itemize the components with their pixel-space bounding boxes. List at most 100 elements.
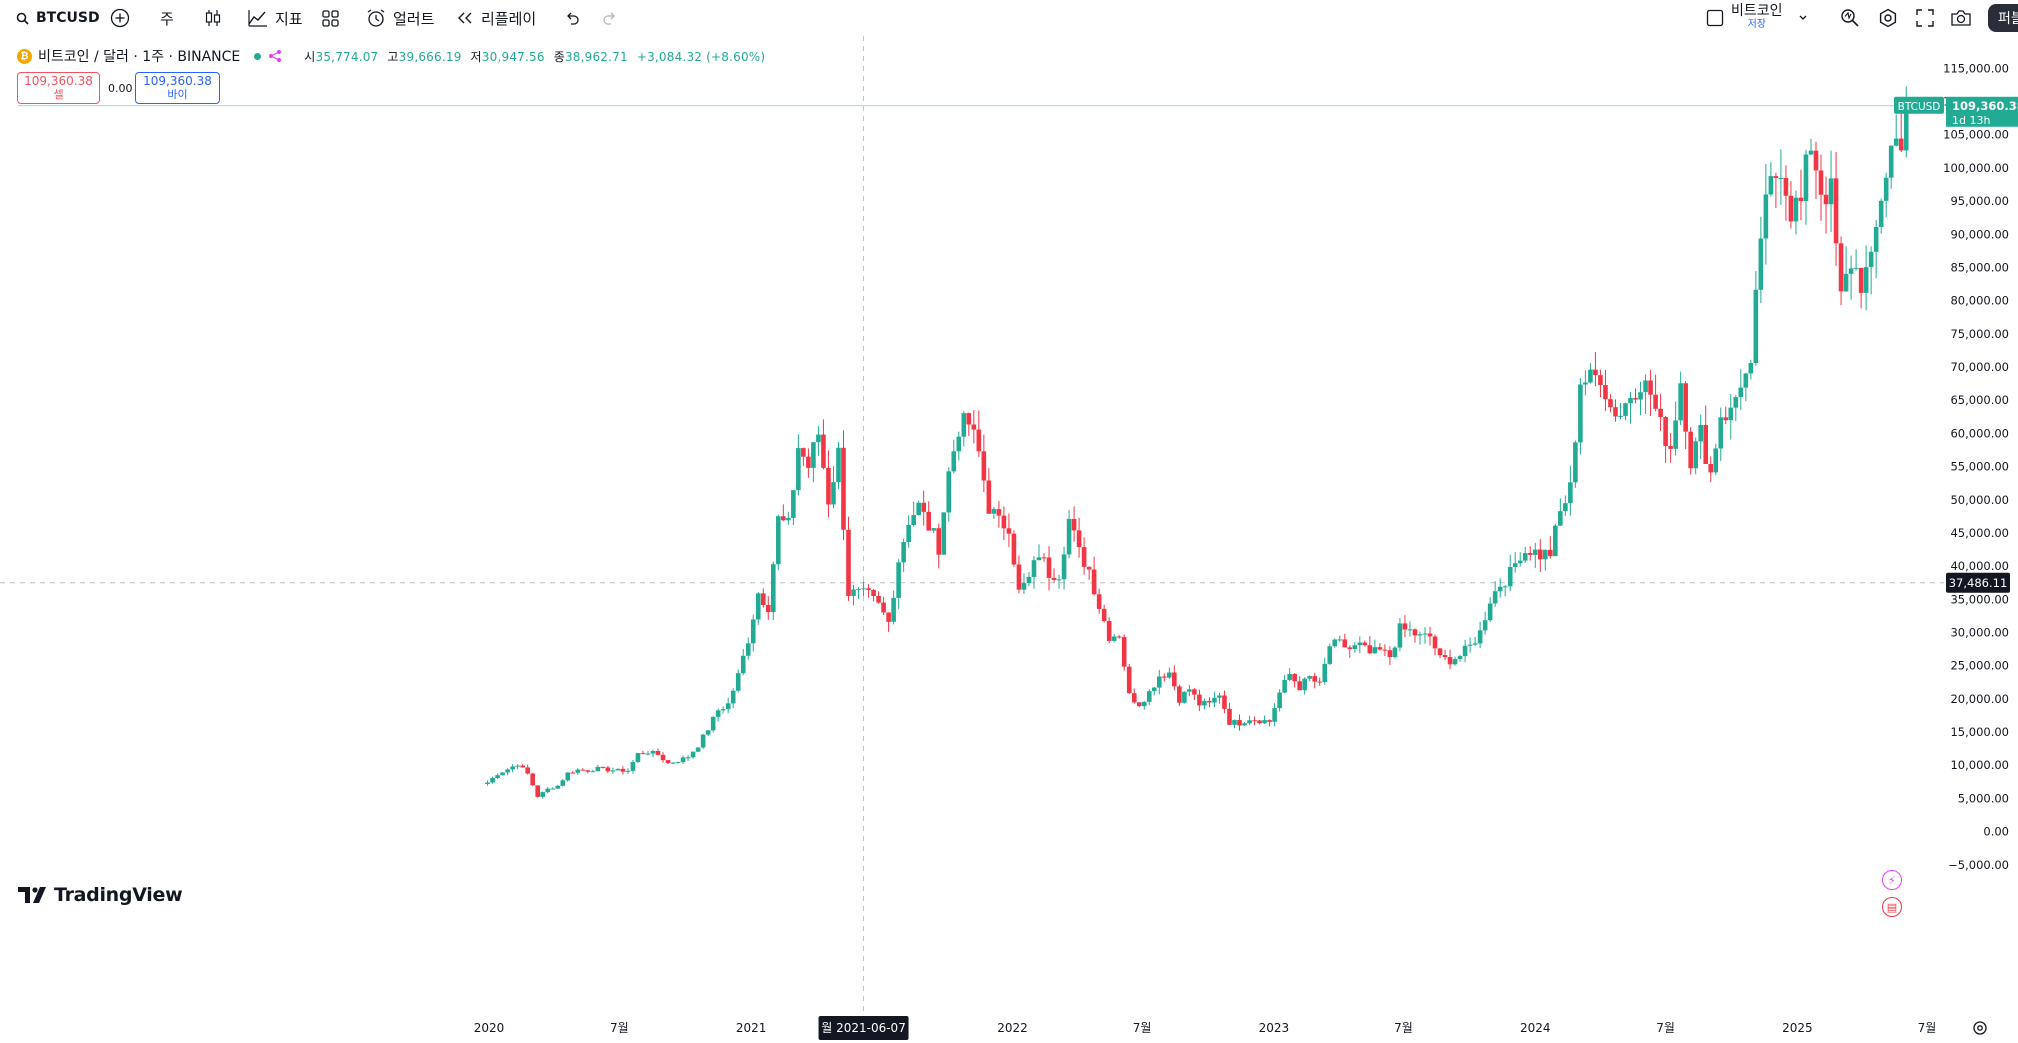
candle-body (520, 765, 525, 768)
alert-button[interactable]: 얼러트 (366, 0, 434, 36)
symbol-search-button[interactable]: BTCUSD (16, 0, 100, 36)
interval-button[interactable]: 주 (160, 0, 174, 36)
candle-body (660, 754, 666, 761)
candle-body (635, 753, 641, 763)
candle-body (1177, 686, 1182, 703)
candle-body (650, 751, 656, 754)
candle-body (1447, 657, 1453, 665)
candle-body (685, 757, 691, 759)
candle-body (1693, 441, 1698, 469)
candle-body (1522, 553, 1528, 561)
candle-body (1227, 708, 1232, 725)
candle-body (1422, 633, 1428, 635)
share-icon[interactable] (268, 49, 282, 63)
candle-body (1121, 637, 1127, 667)
candle-body (1623, 403, 1628, 416)
candle-body (1347, 647, 1353, 650)
candle-body (625, 770, 631, 772)
candle-body (996, 509, 1002, 516)
candle-body (1392, 647, 1398, 658)
candle-body (710, 716, 716, 731)
candle-body (1698, 424, 1704, 442)
y-tick-label: 35,000.00 (1950, 592, 2009, 606)
chart-badges: ⚡ ▤ (1882, 870, 1902, 924)
candle-body (1332, 639, 1338, 647)
y-tick-label: 55,000.00 (1950, 460, 2009, 474)
candle-body (1678, 383, 1683, 421)
candle-body (1788, 195, 1794, 222)
publish-button[interactable]: 퍼블 (1988, 4, 2018, 32)
tradingview-logo[interactable]: TradingView (18, 884, 183, 906)
time-axis[interactable]: 2020 7월 2021 2022 7월 2023 7월 2024 7월 2025 7월 (474, 1021, 1937, 1035)
candle-body (1828, 178, 1834, 205)
y-tick-label: 5,000.00 (1958, 791, 2009, 805)
open-label: 시 (304, 49, 316, 64)
candle-body (1402, 623, 1408, 630)
high-label: 고 (387, 49, 399, 64)
x-tick-label: 7월 (1133, 1021, 1152, 1035)
alarm-clock-icon (367, 9, 385, 27)
settings-button[interactable] (1878, 0, 1898, 36)
redo-button[interactable] (602, 0, 618, 36)
candle-body (1352, 645, 1358, 650)
price-axis[interactable]: −5,000.00 0.00 5,000.00 10,000.00 15,000.00 2… (1943, 61, 2009, 871)
chart-type-button[interactable] (204, 0, 222, 36)
candle-body (1377, 647, 1383, 650)
candle-body (1061, 554, 1067, 580)
layouts-grid-button[interactable] (322, 0, 339, 36)
candle-body (951, 451, 957, 472)
candle-body (695, 747, 701, 752)
candle-body (590, 771, 596, 773)
candle-body (781, 516, 786, 521)
candle-body (1653, 394, 1658, 409)
candle-body (1292, 674, 1297, 682)
candle-body (791, 490, 796, 518)
candle-body (640, 753, 646, 755)
price-chart[interactable]: −5,000.00 0.00 5,000.00 10,000.00 15,000.00 2… (0, 36, 2018, 1043)
candle-body (1031, 560, 1037, 577)
candle-body (821, 434, 826, 468)
candle-body (1056, 579, 1062, 581)
candle-body (776, 516, 781, 565)
candle-body (615, 768, 621, 771)
buy-button[interactable]: 109,360.38 바이 (135, 72, 220, 104)
high-value: 39,666.19 (398, 49, 462, 64)
candle-body (1397, 623, 1403, 648)
candle-body (575, 769, 581, 773)
quick-search-button[interactable] (1840, 0, 1860, 36)
economic-events-icon[interactable]: ▤ (1882, 897, 1902, 917)
candle-body (1217, 695, 1222, 698)
undo-button[interactable] (564, 0, 580, 36)
candle-body (1833, 178, 1839, 244)
crosshair-price-bg (1946, 572, 2010, 593)
candle-body (1011, 533, 1017, 565)
candle-body (1412, 629, 1418, 636)
compare-symbol-button[interactable] (110, 0, 130, 36)
sell-label: 셀 (53, 88, 64, 101)
sell-button[interactable]: 109,360.38 셀 (17, 72, 100, 104)
legend-title[interactable]: 비트코인 / 달러 · 1주 · BINANCE (38, 49, 241, 65)
candle-body (1558, 511, 1563, 526)
snapshot-button[interactable] (1950, 0, 1972, 36)
y-tick-label: 65,000.00 (1950, 393, 2009, 407)
candle-body (1192, 689, 1197, 695)
replay-button[interactable]: 리플레이 (456, 0, 536, 36)
axis-settings-icon[interactable] (1972, 1020, 1988, 1036)
layout-menu-button[interactable]: 비트코인 저장 (1706, 0, 1808, 36)
lightning-icon[interactable]: ⚡ (1882, 870, 1902, 890)
last-price-tag-bg (1946, 96, 2018, 127)
fullscreen-button[interactable] (1916, 0, 1934, 36)
candle-body (911, 515, 916, 525)
indicators-button[interactable]: 지표 (248, 0, 303, 36)
candle-body (1553, 525, 1558, 557)
x-tick-label: 2020 (474, 1021, 505, 1035)
candle-body (1713, 448, 1719, 473)
candle-body (1588, 369, 1593, 383)
crosshair (0, 36, 1944, 1014)
candle-body (1337, 639, 1343, 641)
last-price-tag: 109,360.38 (1952, 99, 2018, 113)
y-tick-label: 45,000.00 (1950, 526, 2009, 540)
sell-price: 109,360.38 (24, 74, 93, 88)
candle-body (555, 785, 561, 789)
candle-body (1497, 586, 1503, 592)
